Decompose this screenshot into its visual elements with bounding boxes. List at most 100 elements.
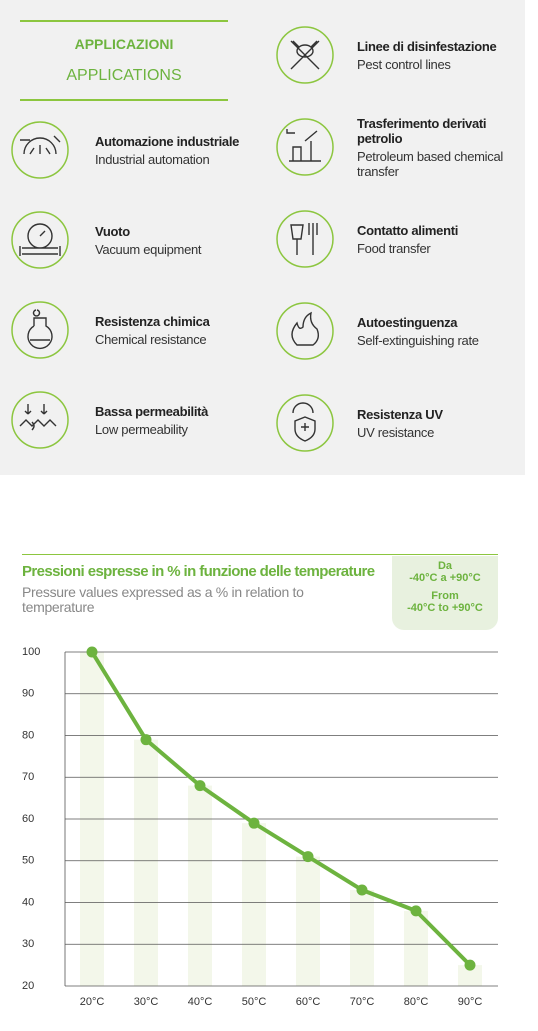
icon-ring xyxy=(276,302,334,360)
y-tick-label: 60 xyxy=(22,813,34,825)
application-item: Automazione industriale Industrial automa… xyxy=(95,120,245,180)
point xyxy=(410,905,422,917)
icon-glyph xyxy=(290,223,318,255)
icon-glyph xyxy=(290,40,320,70)
column-band xyxy=(242,823,266,986)
icon-ring xyxy=(276,26,334,84)
range-label: From xyxy=(431,590,459,602)
icon-glyph xyxy=(291,311,320,346)
applications-title: APPLICAZIONI xyxy=(74,36,174,52)
chart-subtitle: Pressure values expressed as a % in rela… xyxy=(22,584,304,615)
chart-title: Pressioni espresse in % in funzione dell… xyxy=(22,563,375,580)
column-band xyxy=(188,785,212,986)
item-title: Resistenza UV xyxy=(357,406,443,422)
item-subtitle: Low permeability xyxy=(95,421,188,437)
icon xyxy=(11,391,69,449)
divider xyxy=(20,99,228,101)
icon xyxy=(276,302,334,360)
y-tick-label: 30 xyxy=(22,938,34,950)
icon xyxy=(11,211,69,269)
y-tick-label: 70 xyxy=(22,771,34,783)
item-title: Linee di disinfestazione xyxy=(357,38,497,54)
column-band xyxy=(134,739,158,986)
icon-ring xyxy=(276,394,334,452)
y-tick-label: 20 xyxy=(22,980,34,992)
icon xyxy=(276,394,334,452)
item-subtitle: Self-extinguishing rate xyxy=(357,332,479,348)
y-tick-label: 40 xyxy=(22,896,34,908)
icon xyxy=(276,26,334,84)
x-tick-label: 50°C xyxy=(242,996,267,1008)
applications-subtitle: APPLICATIONS xyxy=(66,67,182,84)
application-item: Bassa permeabilità Low permeability xyxy=(95,390,245,450)
item-subtitle: UV resistance xyxy=(357,424,435,440)
x-tick-label: 70°C xyxy=(350,996,375,1008)
application-item: Vuoto Vacuum equipment xyxy=(95,210,245,270)
point xyxy=(302,851,314,863)
item-title: Vuoto xyxy=(95,223,130,239)
column-band xyxy=(296,856,320,986)
item-title: Resistenza chimica xyxy=(95,313,210,329)
x-tick-label: 20°C xyxy=(80,996,105,1008)
y-tick-label: 100 xyxy=(22,646,40,658)
x-tick-label: 80°C xyxy=(404,996,429,1008)
icon-glyph xyxy=(286,129,321,162)
item-subtitle: Food transfer xyxy=(357,240,431,256)
y-tick-label: 50 xyxy=(22,855,34,867)
item-title: Trasferimento derivati petrolio xyxy=(357,115,487,146)
application-item: Resistenza chimica Chemical resistance xyxy=(95,300,245,360)
item-subtitle: Vacuum equipment xyxy=(95,241,202,257)
range-label: Da xyxy=(437,560,453,572)
point xyxy=(86,646,98,658)
divider xyxy=(20,20,228,22)
applications-panel: APPLICAZIONI APPLICATIONS Automazione in… xyxy=(0,0,525,475)
icon xyxy=(276,118,334,176)
range-box: Da -40°C a +90°C From -40°C to +90°C xyxy=(392,556,498,630)
point xyxy=(248,817,260,829)
application-item: Linee di disinfestazione Pest control lin… xyxy=(357,25,507,85)
application-item: Resistenza UV UV resistance xyxy=(357,393,507,453)
item-subtitle: Petroleum based chemical transfer xyxy=(357,148,503,179)
icon xyxy=(276,210,334,268)
column-band xyxy=(350,889,374,986)
icon-glyph xyxy=(19,404,57,431)
application-item: Trasferimento derivati petrolio Petroleum… xyxy=(357,115,507,179)
x-tick-label: 40°C xyxy=(188,996,213,1008)
icon-glyph xyxy=(19,223,61,256)
column-band xyxy=(404,910,428,986)
item-title: Autoestinguenza xyxy=(357,314,458,330)
divider xyxy=(22,554,498,555)
range-label: -40°C a +90°C xyxy=(409,572,481,584)
icon-glyph xyxy=(292,402,316,442)
icon-ring xyxy=(11,211,69,269)
line xyxy=(90,650,472,967)
icon-ring xyxy=(11,301,69,359)
application-item: Contatto alimenti Food transfer xyxy=(357,209,507,269)
y-tick-label: 90 xyxy=(22,688,34,700)
x-tick-label: 90°C xyxy=(458,996,483,1008)
x-tick-label: 60°C xyxy=(296,996,321,1008)
item-title: Contatto alimenti xyxy=(357,222,459,238)
point xyxy=(194,780,206,792)
item-subtitle: Industrial automation xyxy=(95,151,210,167)
application-item: Autoestinguenza Self-extinguishing rate xyxy=(357,301,507,361)
icon-ring xyxy=(11,121,69,179)
icon-ring xyxy=(11,391,69,449)
point xyxy=(464,959,476,971)
point xyxy=(356,884,368,896)
item-subtitle: Chemical resistance xyxy=(95,331,207,347)
item-title: Bassa permeabilità xyxy=(95,403,209,419)
y-tick-label: 80 xyxy=(22,729,34,741)
icon xyxy=(11,121,69,179)
icon-glyph xyxy=(27,309,53,350)
x-tick-label: 30°C xyxy=(134,996,159,1008)
column-band xyxy=(458,965,482,986)
item-subtitle: Pest control lines xyxy=(357,56,451,72)
icon-glyph xyxy=(20,135,61,155)
icon-ring xyxy=(276,210,334,268)
icon xyxy=(11,301,69,359)
point xyxy=(140,734,152,746)
icon-ring xyxy=(276,118,334,176)
